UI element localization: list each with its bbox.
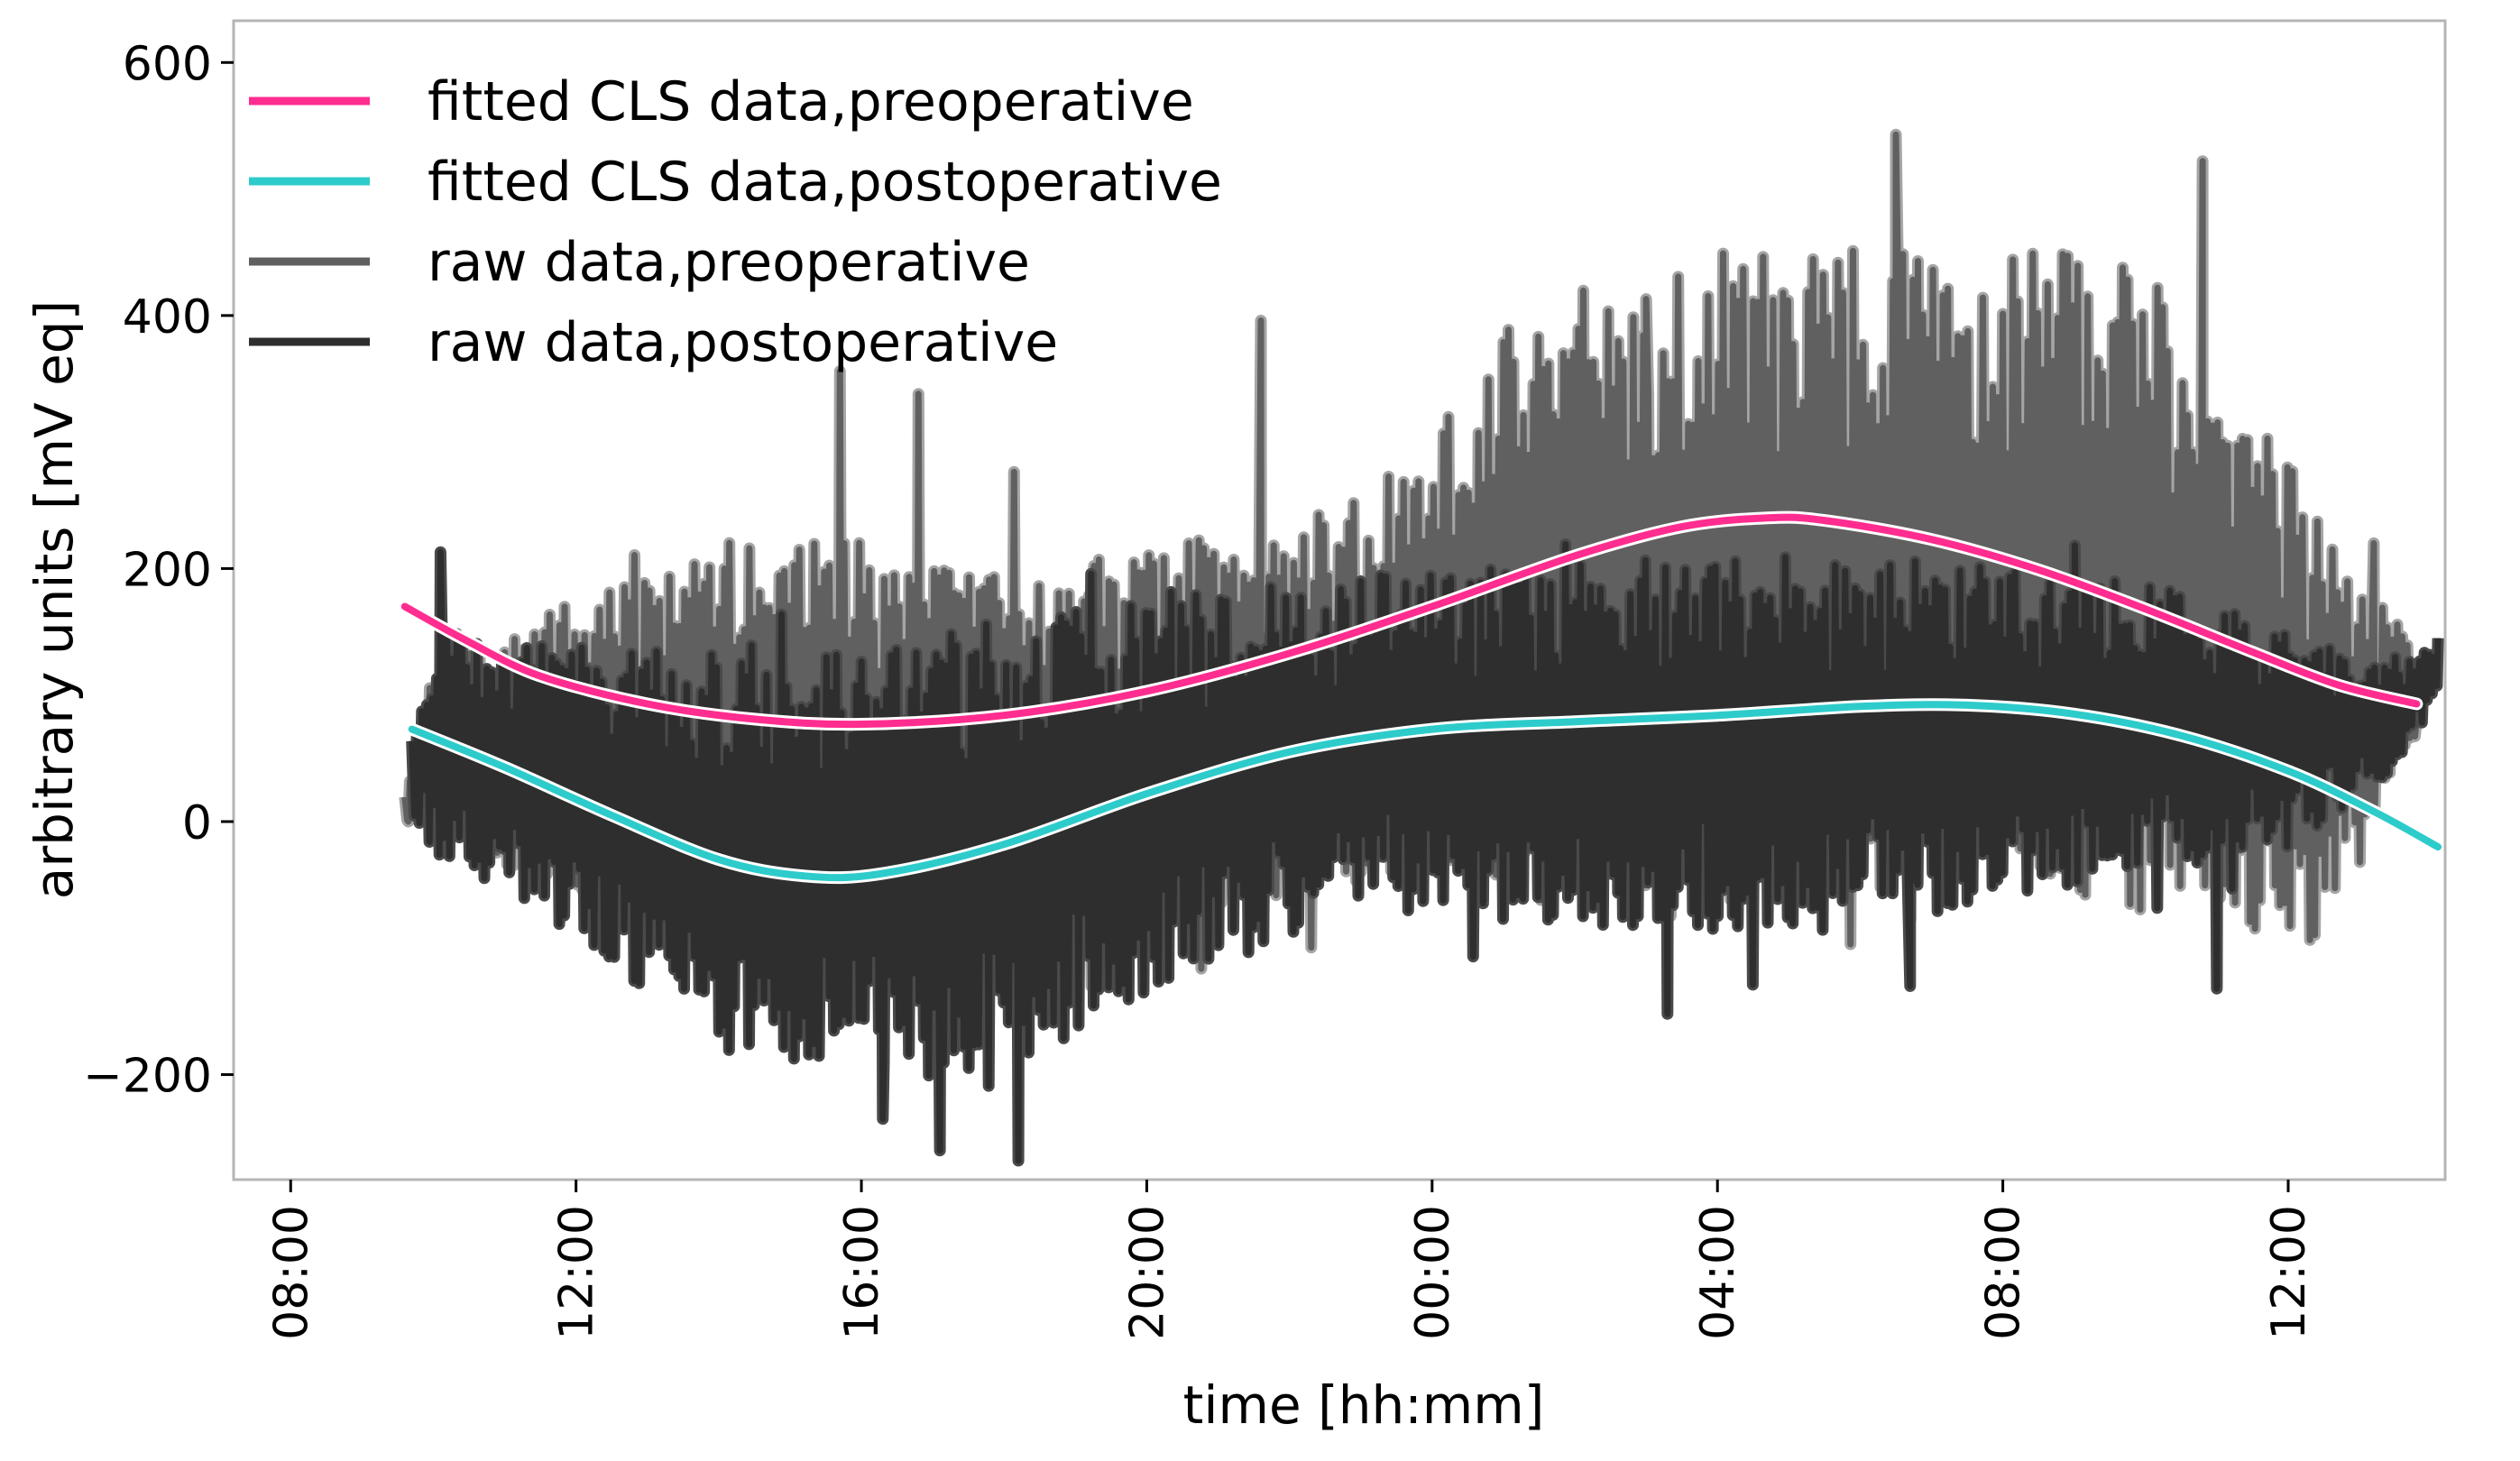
y-axis-label: arbitrary units [mV eq] [23,300,85,899]
series-line-raw-1 [409,541,2442,1164]
axes: −200 0 200 400 600 08:00 12:00 16:00 20:00 00:00 0… [83,37,2316,1340]
x-tick-label: 12:00 [550,1205,604,1340]
x-tick-label: 04:00 [1691,1205,1745,1340]
plot-frame [232,19,2447,1181]
x-tick-label: 20:00 [1120,1205,1174,1340]
y-tick-label: 600 [123,37,212,91]
x-tick-label: 12:00 [2262,1205,2316,1340]
y-tick-label: 200 [123,543,212,597]
series-line-fitted-1 [408,701,2442,882]
series-line-fitted-0 [400,513,2421,729]
legend-label: fitted CLS data,preoperative [428,70,1194,133]
y-tick-label: 0 [182,796,212,850]
legend-label: raw data,preoperative [428,231,1030,294]
y-tick-label: −200 [83,1050,212,1104]
x-tick-label: 08:00 [264,1205,318,1340]
plot-area [398,128,2445,1167]
x-tick-label: 08:00 [1977,1205,2031,1340]
y-tick-label: 400 [123,290,212,345]
legend-label: raw data,postoperative [428,311,1058,374]
x-tick-label: 00:00 [1406,1205,1460,1340]
x-axis-label: time [hh:mm] [1183,1374,1545,1436]
legend-label: fitted CLS data,postoperative [428,151,1222,214]
legend: fitted CLS data,preoperative fitted CLS d… [249,70,1222,374]
x-tick-label: 16:00 [835,1205,889,1340]
